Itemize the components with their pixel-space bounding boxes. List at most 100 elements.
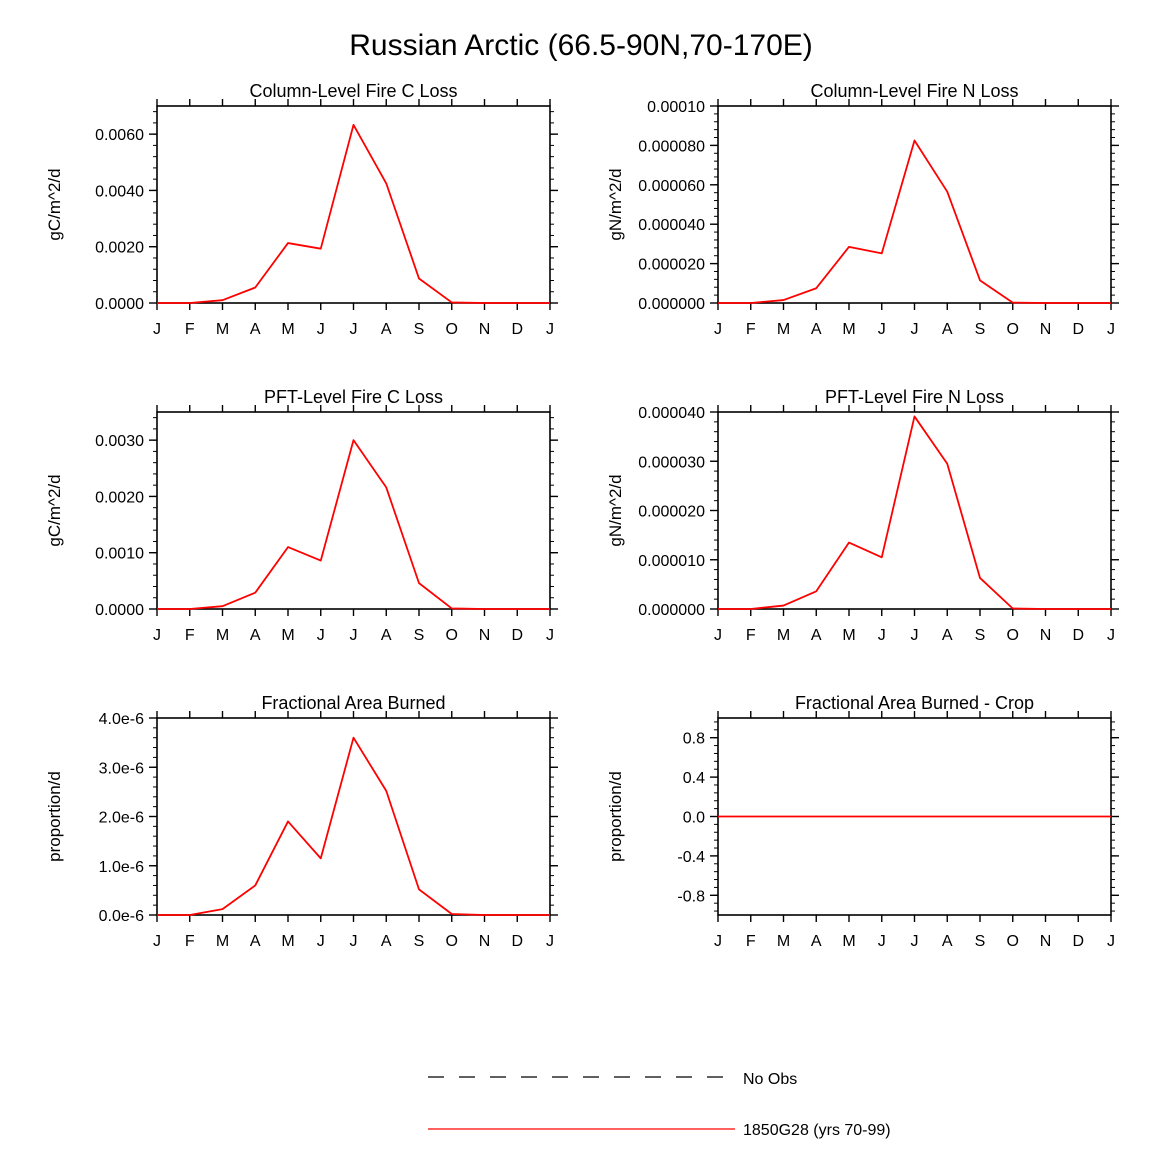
y-tick-label: 0.000040 <box>638 405 705 422</box>
y-axis-label: gN/m^2/d <box>606 474 625 546</box>
x-tick-label: A <box>381 627 392 644</box>
legend: No Obs 1850G28 (yrs 70-99) <box>428 1071 891 1139</box>
y-tick-label: -0.4 <box>677 849 705 866</box>
x-tick-label: D <box>1072 933 1084 950</box>
x-tick-label: N <box>479 933 491 950</box>
x-tick-label: M <box>281 933 294 950</box>
y-tick-label: 0.0000 <box>95 602 144 619</box>
x-tick-label: M <box>777 627 790 644</box>
x-tick-label: A <box>811 627 822 644</box>
x-tick-label: O <box>446 321 458 338</box>
panel-title: PFT-Level Fire C Loss <box>264 387 443 407</box>
x-tick-label: J <box>911 933 919 950</box>
y-tick-label: 0.000010 <box>638 553 705 570</box>
x-tick-label: A <box>942 321 953 338</box>
legend-obs-label: No Obs <box>743 1071 797 1088</box>
x-tick-label: J <box>878 627 886 644</box>
y-tick-label: 0.0010 <box>95 546 144 563</box>
x-tick-label: J <box>714 933 722 950</box>
y-tick-label: 0.8 <box>683 731 705 748</box>
panel-4: J F M A M J J A S O N D J 0.000000 0.000010 0.000020 0.0… <box>606 387 1119 644</box>
panel-1: J F M A M J J A S O N D J 0.0000 0.0020 0.0040 0.0060 Col… <box>45 81 558 338</box>
x-tick-label: N <box>479 627 491 644</box>
y-axis-label: gC/m^2/d <box>45 474 64 546</box>
y-tick-label: 0.0020 <box>95 240 144 257</box>
y-tick-label: 0.4 <box>683 770 705 787</box>
x-tick-label: O <box>446 627 458 644</box>
x-tick-label: D <box>1072 627 1084 644</box>
y-tick-label: 3.0e-6 <box>99 760 144 777</box>
y-tick-label: 0.0060 <box>95 127 144 144</box>
x-tick-label: J <box>153 627 161 644</box>
series-line <box>718 415 1111 610</box>
y-tick-label: -0.8 <box>677 888 705 905</box>
y-tick-label: 0.000000 <box>638 296 705 313</box>
x-tick-label: J <box>1107 321 1115 338</box>
panel-title: Column-Level Fire N Loss <box>810 81 1018 101</box>
panel-title: PFT-Level Fire N Loss <box>825 387 1004 407</box>
x-tick-label: S <box>414 933 425 950</box>
x-tick-label: N <box>479 321 491 338</box>
x-tick-label: J <box>546 627 554 644</box>
x-tick-label: J <box>317 321 325 338</box>
x-tick-label: M <box>281 321 294 338</box>
y-tick-label: 0.0000 <box>95 296 144 313</box>
y-tick-label: 0.000030 <box>638 454 705 471</box>
x-tick-label: J <box>546 933 554 950</box>
panel-5: J F M A M J J A S O N D J 0.0e-6 1.0e-6 2.0e-6 3.0e-6 4.0… <box>45 693 558 950</box>
x-tick-label: F <box>185 321 195 338</box>
y-tick-label: 0.000060 <box>638 178 705 195</box>
x-tick-label: J <box>911 627 919 644</box>
x-tick-label: M <box>842 627 855 644</box>
x-tick-label: O <box>1007 627 1019 644</box>
x-tick-label: S <box>975 627 986 644</box>
x-tick-label: N <box>1040 933 1052 950</box>
x-tick-label: F <box>746 627 756 644</box>
series-line <box>157 123 550 304</box>
x-tick-label: F <box>185 933 195 950</box>
panel-2: J F M A M J J A S O N D J 0.000000 0.000020 0.000040 0.0… <box>606 81 1119 338</box>
x-tick-label: A <box>811 321 822 338</box>
x-tick-label: D <box>511 321 523 338</box>
plot-frame <box>156 717 551 916</box>
panel-title: Fractional Area Burned <box>261 693 445 713</box>
x-tick-label: M <box>777 321 790 338</box>
x-tick-label: J <box>350 627 358 644</box>
plot-frame <box>156 105 551 304</box>
x-tick-label: O <box>1007 933 1019 950</box>
panel-3: J F M A M J J A S O N D J 0.0000 0.0010 0.0020 0.0030 PFT… <box>45 387 558 644</box>
x-tick-label: D <box>1072 321 1084 338</box>
y-tick-label: 2.0e-6 <box>99 810 144 827</box>
x-tick-label: M <box>216 933 229 950</box>
x-tick-label: N <box>1040 321 1052 338</box>
x-tick-label: M <box>842 321 855 338</box>
x-tick-label: A <box>942 933 953 950</box>
y-tick-label: 4.0e-6 <box>99 711 144 728</box>
x-tick-label: J <box>714 321 722 338</box>
panel-title: Fractional Area Burned - Crop <box>795 693 1034 713</box>
y-tick-label: 0.0 <box>683 810 705 827</box>
x-tick-label: S <box>414 321 425 338</box>
x-tick-label: A <box>381 933 392 950</box>
x-tick-label: J <box>350 321 358 338</box>
x-tick-label: J <box>153 321 161 338</box>
x-tick-label: J <box>350 933 358 950</box>
y-tick-label: 0.00010 <box>647 99 705 116</box>
plot-frame <box>717 411 1112 610</box>
x-tick-label: J <box>714 627 722 644</box>
y-tick-label: 0.000020 <box>638 257 705 274</box>
y-axis-label: gN/m^2/d <box>606 168 625 240</box>
x-tick-label: S <box>975 321 986 338</box>
x-tick-label: J <box>911 321 919 338</box>
panel-6: J F M A M J J A S O N D J -0.8 -0.4 0.0 0.4 0.8 Fractional… <box>606 693 1119 950</box>
legend-model-label: 1850G28 (yrs 70-99) <box>743 1122 891 1139</box>
x-tick-label: A <box>942 627 953 644</box>
y-tick-label: 0.0020 <box>95 489 144 506</box>
x-tick-label: S <box>414 627 425 644</box>
x-tick-label: A <box>811 933 822 950</box>
x-tick-label: M <box>777 933 790 950</box>
y-tick-label: 0.000000 <box>638 602 705 619</box>
x-tick-label: D <box>511 933 523 950</box>
series-line <box>718 139 1111 304</box>
x-tick-label: A <box>250 321 261 338</box>
